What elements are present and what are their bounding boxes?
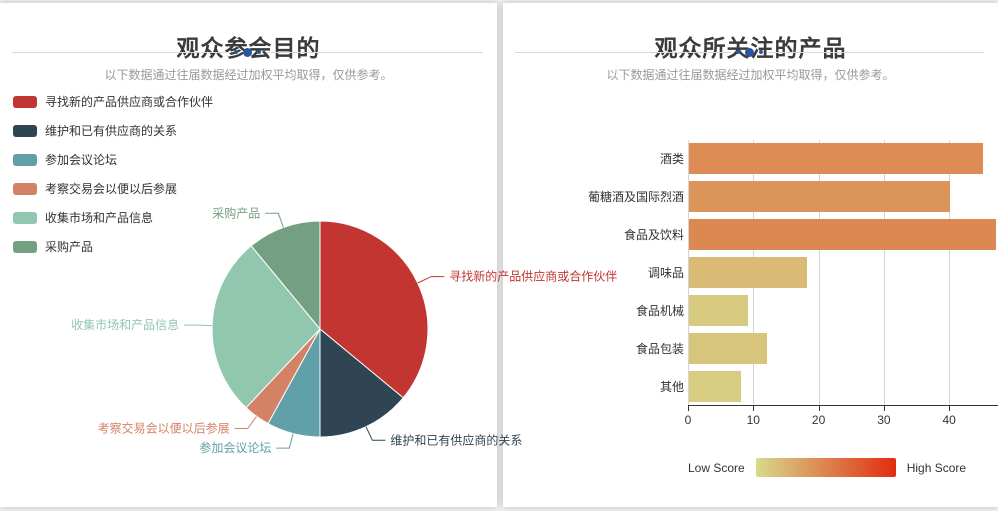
divider-dot-icon — [736, 50, 740, 54]
category-label: 食品及饮料 — [623, 228, 684, 243]
visualmap-legend: Low Score High Score — [688, 458, 966, 477]
pie-slice[interactable] — [319, 327, 404, 438]
divider-dot-icon — [759, 50, 763, 54]
bar[interactable] — [689, 370, 742, 402]
legend-item[interactable]: 参加会议论坛 — [13, 145, 213, 174]
x-axis-tick — [753, 406, 755, 411]
right-panel: 观众所关注的产品 以下数据通过往届数据经过加权平均取得，仅供参考。 酒类葡糖酒及… — [503, 3, 998, 507]
pie-label-line — [184, 324, 213, 327]
x-axis-tick-label: 10 — [746, 413, 760, 427]
legend-swatch-icon — [13, 95, 37, 108]
pie-label-line — [276, 433, 294, 449]
pie-slice-label: 寻找新的产品供应商或合作伙伴 — [449, 269, 617, 284]
x-axis-tick — [883, 406, 885, 411]
legend-label: 寻找新的产品供应商或合作伙伴 — [45, 95, 214, 109]
bar[interactable] — [689, 181, 951, 213]
visualmap-gradient-bar — [755, 458, 896, 477]
legend-item[interactable]: 采购产品 — [13, 232, 213, 261]
bar-chart: 酒类葡糖酒及国际烈酒食品及饮料调味品食品机械食品包装其他 0 10 20 30 40 — [503, 3, 998, 507]
pie-slice[interactable] — [211, 245, 321, 409]
x-axis-tick — [949, 406, 951, 411]
divider-dot-icon — [745, 47, 754, 57]
gridline — [688, 140, 689, 405]
category-label: 食品机械 — [635, 303, 684, 318]
legend-item[interactable]: 寻找新的产品供应商或合作伙伴 — [13, 87, 213, 116]
legend-swatch-icon — [13, 124, 37, 137]
chart-note: 以下数据通过往届数据经过加权平均取得，仅供参考。 — [606, 68, 895, 82]
pie-label-line — [365, 426, 386, 441]
divider-dot-icon — [243, 47, 252, 57]
legend-label: 收集市场和产品信息 — [45, 211, 154, 225]
legend-swatch-icon — [13, 182, 37, 195]
x-axis-tick — [818, 406, 820, 411]
x-axis-tick-label: 30 — [877, 413, 891, 427]
pie-slice-label: 参加会议论坛 — [199, 440, 271, 455]
divider-line — [12, 51, 229, 53]
pie-legend: 寻找新的产品供应商或合作伙伴 维护和已有供应商的关系 参加会议论坛考察交易会以便以后… — [13, 87, 213, 261]
divider-dot-icon — [234, 50, 238, 54]
pie-slice-label: 采购产品 — [212, 205, 260, 220]
bar[interactable] — [689, 257, 807, 288]
legend-swatch-icon — [13, 240, 37, 253]
legend-swatch-icon — [13, 153, 37, 166]
pie-slice-label: 考察交易会以便以后参展 — [98, 421, 230, 436]
category-label: 其他 — [659, 379, 684, 394]
title-divider — [515, 47, 984, 57]
category-label: 调味品 — [647, 265, 684, 280]
gridline — [883, 140, 885, 405]
bar[interactable] — [689, 143, 983, 175]
left-panel: 观众参会目的 以下数据通过往届数据经过加权平均取得，仅供参考。 寻找新的产品供应… — [0, 3, 617, 507]
pie-label-line — [265, 212, 284, 228]
pie-label-line — [417, 276, 445, 284]
bar[interactable] — [689, 219, 996, 251]
x-axis-line — [688, 405, 998, 406]
pie-slice[interactable] — [250, 220, 321, 331]
pie-slice-label: 维护和已有供应商的关系 — [390, 432, 522, 447]
x-axis-tick-label: 40 — [942, 413, 956, 427]
bar[interactable] — [689, 294, 748, 326]
bar[interactable] — [689, 332, 768, 364]
pie-slice-label: 收集市场和产品信息 — [71, 317, 179, 332]
visualmap-low-label: Low Score — [688, 460, 745, 475]
title-divider — [12, 47, 483, 57]
pie-label-line — [234, 416, 257, 429]
chart-note: 以下数据通过往届数据经过加权平均取得，仅供参考。 — [104, 68, 393, 82]
gridline — [818, 140, 820, 405]
x-axis-tick — [688, 406, 689, 411]
divider-line — [768, 51, 984, 53]
legend-label: 维护和已有供应商的关系 — [45, 124, 178, 138]
divider-line — [515, 51, 731, 53]
divider-line — [266, 51, 483, 53]
category-label: 食品包装 — [635, 341, 684, 356]
x-axis-tick-label: 0 — [684, 413, 692, 427]
category-label: 酒类 — [659, 152, 684, 167]
legend-item[interactable]: 维护和已有供应商的关系 — [13, 116, 213, 145]
legend-label: 采购产品 — [45, 240, 94, 254]
legend-label: 参加会议论坛 — [45, 153, 118, 167]
x-axis-tick-label: 20 — [811, 413, 826, 427]
legend-item[interactable]: 考察交易会以便以后参展 — [13, 174, 213, 203]
category-label: 葡糖酒及国际烈酒 — [587, 190, 684, 205]
legend-label: 考察交易会以便以后参展 — [45, 182, 178, 196]
legend-swatch-icon — [13, 211, 37, 224]
visualmap-high-label: High Score — [906, 460, 967, 475]
pie-slice[interactable] — [319, 220, 429, 399]
gridline — [949, 140, 951, 405]
divider-dot-icon — [257, 50, 261, 54]
legend-item[interactable]: 收集市场和产品信息 — [13, 203, 213, 232]
